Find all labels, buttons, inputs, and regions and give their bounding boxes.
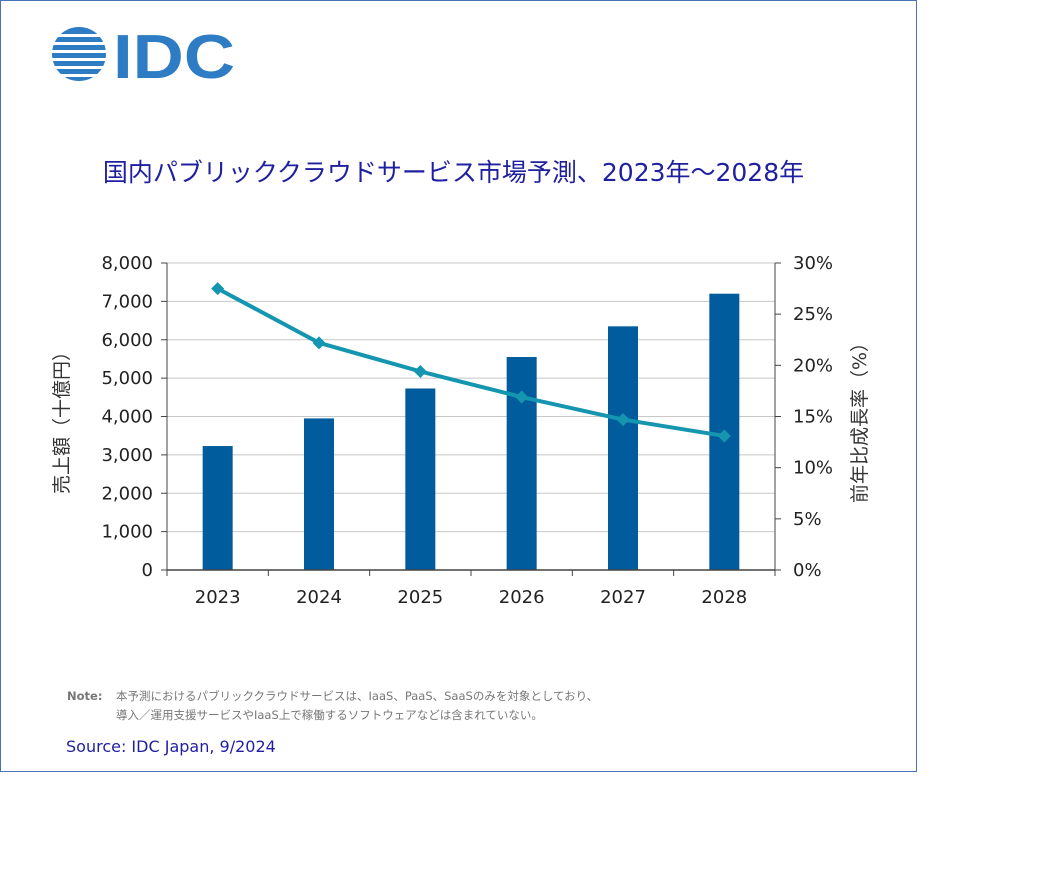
source-text: Source: IDC Japan, 9/2024 [66, 737, 276, 756]
y-tick-label: 6,000 [101, 330, 153, 351]
line-point-2024 [312, 336, 326, 350]
bar-2027 [608, 326, 638, 570]
y2-tick-label: 20% [793, 355, 833, 376]
y2-tick-label: 0% [793, 560, 822, 581]
note-line-2: 導入／運用支援サービスやIaaS上で稼働するソフトウェアなどは含まれていない。 [116, 708, 543, 722]
line-point-2028 [717, 429, 731, 443]
bar-2026 [506, 357, 537, 570]
bar-2023 [202, 446, 233, 570]
y-tick-label: 3,000 [101, 445, 153, 466]
y-axis-title: 売上額（十億円） [51, 342, 73, 494]
y2-axis-title: 前年比成長率（%） [849, 333, 871, 503]
bar-series [202, 293, 740, 570]
note-label: Note: [67, 689, 103, 703]
x-tick-label: 2028 [701, 587, 747, 608]
y2-tick-label: 5% [793, 509, 822, 530]
growth-line [216, 286, 725, 438]
line-point-2026 [515, 390, 529, 404]
line-point-2025 [413, 364, 427, 378]
x-tick-label: 2024 [296, 587, 342, 608]
chart-frame: IDC 国内パブリッククラウドサービス市場予測、2023年～2028年 0 1,0… [0, 0, 917, 772]
growth-line-series [211, 282, 731, 443]
y-tick-label: 1,000 [101, 522, 153, 543]
y-tick-label: 0 [142, 560, 153, 581]
chart-title: 国内パブリッククラウドサービス市場予測、2023年～2028年 [102, 158, 805, 187]
x-tick-label: 2027 [600, 587, 646, 608]
x-tick-label: 2025 [397, 587, 443, 608]
y-tick-label: 4,000 [101, 407, 153, 428]
x-axis-ticks: 2023 2024 2025 2026 2027 2028 [195, 587, 747, 608]
axes [161, 262, 781, 576]
y-tick-label: 5,000 [101, 368, 153, 389]
chart-svg: 0 1,000 2,000 3,000 4,000 5,000 6,000 7,000 8,00… [51, 253, 871, 608]
idc-logo: IDC [51, 25, 235, 83]
y-tick-label: 2,000 [101, 483, 153, 504]
bar-2024 [304, 418, 334, 570]
y2-tick-label: 30% [793, 253, 833, 274]
note-line-1: 本予測におけるパブリッククラウドサービスは、IaaS、PaaS、SaaSのみを対… [116, 689, 599, 703]
right-axis-ticks: 0% 5% 10% 15% 20% 25% 30% [793, 253, 833, 581]
gridlines [167, 262, 775, 533]
line-point-2027 [616, 413, 630, 427]
y-tick-label: 7,000 [101, 291, 153, 312]
y-tick-label: 8,000 [101, 253, 153, 274]
bar-2025 [405, 388, 436, 570]
line-point-2023 [211, 282, 225, 296]
y2-tick-label: 10% [793, 458, 833, 479]
y2-tick-label: 25% [793, 304, 833, 325]
logo-text: IDC [113, 25, 235, 83]
x-tick-label: 2026 [499, 587, 545, 608]
x-tick-label: 2023 [195, 587, 241, 608]
y2-tick-label: 15% [793, 407, 833, 428]
left-axis-ticks: 0 1,000 2,000 3,000 4,000 5,000 6,000 7,000 8,00… [101, 253, 153, 581]
